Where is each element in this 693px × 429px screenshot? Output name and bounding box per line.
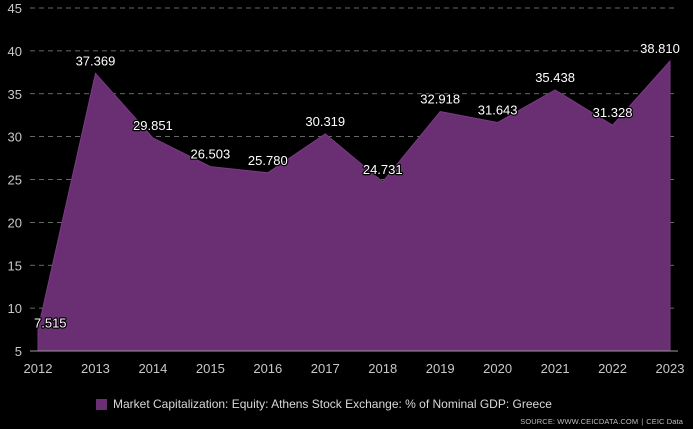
source-note: SOURCE: WWW.CEICDATA.COM | CEIC Data bbox=[520, 417, 683, 426]
data-label: 29.851 bbox=[133, 118, 173, 133]
x-tick-label: 2012 bbox=[24, 361, 53, 376]
x-tick-label: 2016 bbox=[253, 361, 282, 376]
y-tick-label: 30 bbox=[8, 130, 22, 145]
data-label: 38.810 bbox=[640, 41, 680, 56]
x-tick-label: 2023 bbox=[656, 361, 685, 376]
x-tick-label: 2020 bbox=[483, 361, 512, 376]
y-tick-label: 5 bbox=[15, 344, 22, 359]
x-tick-label: 2021 bbox=[541, 361, 570, 376]
x-tick-label: 2014 bbox=[138, 361, 167, 376]
y-tick-label: 10 bbox=[8, 301, 22, 316]
data-label: 25.780 bbox=[248, 153, 288, 168]
data-label: 30.319 bbox=[305, 114, 345, 129]
data-label: 37.369 bbox=[76, 53, 116, 68]
y-tick-label: 35 bbox=[8, 87, 22, 102]
legend-swatch bbox=[96, 398, 107, 410]
x-tick-label: 2018 bbox=[368, 361, 397, 376]
y-tick-label: 45 bbox=[8, 1, 22, 16]
legend-label: Market Capitalization: Equity: Athens St… bbox=[113, 397, 552, 411]
y-tick-label: 15 bbox=[8, 258, 22, 273]
x-tick-label: 2013 bbox=[81, 361, 110, 376]
x-tick-label: 2017 bbox=[311, 361, 340, 376]
legend: Market Capitalization: Equity: Athens St… bbox=[96, 397, 552, 411]
data-label: 35.438 bbox=[535, 70, 575, 85]
source-separator: | bbox=[641, 417, 644, 426]
y-tick-label: 25 bbox=[8, 173, 22, 188]
data-label: 7.515 bbox=[34, 315, 67, 330]
data-label: 32.918 bbox=[420, 92, 460, 107]
x-tick-label: 2015 bbox=[196, 361, 225, 376]
y-tick-label: 40 bbox=[8, 44, 22, 59]
data-label: 31.643 bbox=[478, 103, 518, 118]
x-tick-label: 2019 bbox=[426, 361, 455, 376]
x-tick-label: 2022 bbox=[598, 361, 627, 376]
source-text: SOURCE: WWW.CEICDATA.COM bbox=[520, 417, 639, 426]
y-tick-label: 20 bbox=[8, 215, 22, 230]
source-brand: CEIC Data bbox=[646, 417, 683, 426]
series-area bbox=[37, 59, 671, 352]
data-label: 31.328 bbox=[593, 105, 633, 120]
data-label: 24.731 bbox=[363, 162, 403, 177]
data-label: 26.503 bbox=[190, 147, 230, 162]
